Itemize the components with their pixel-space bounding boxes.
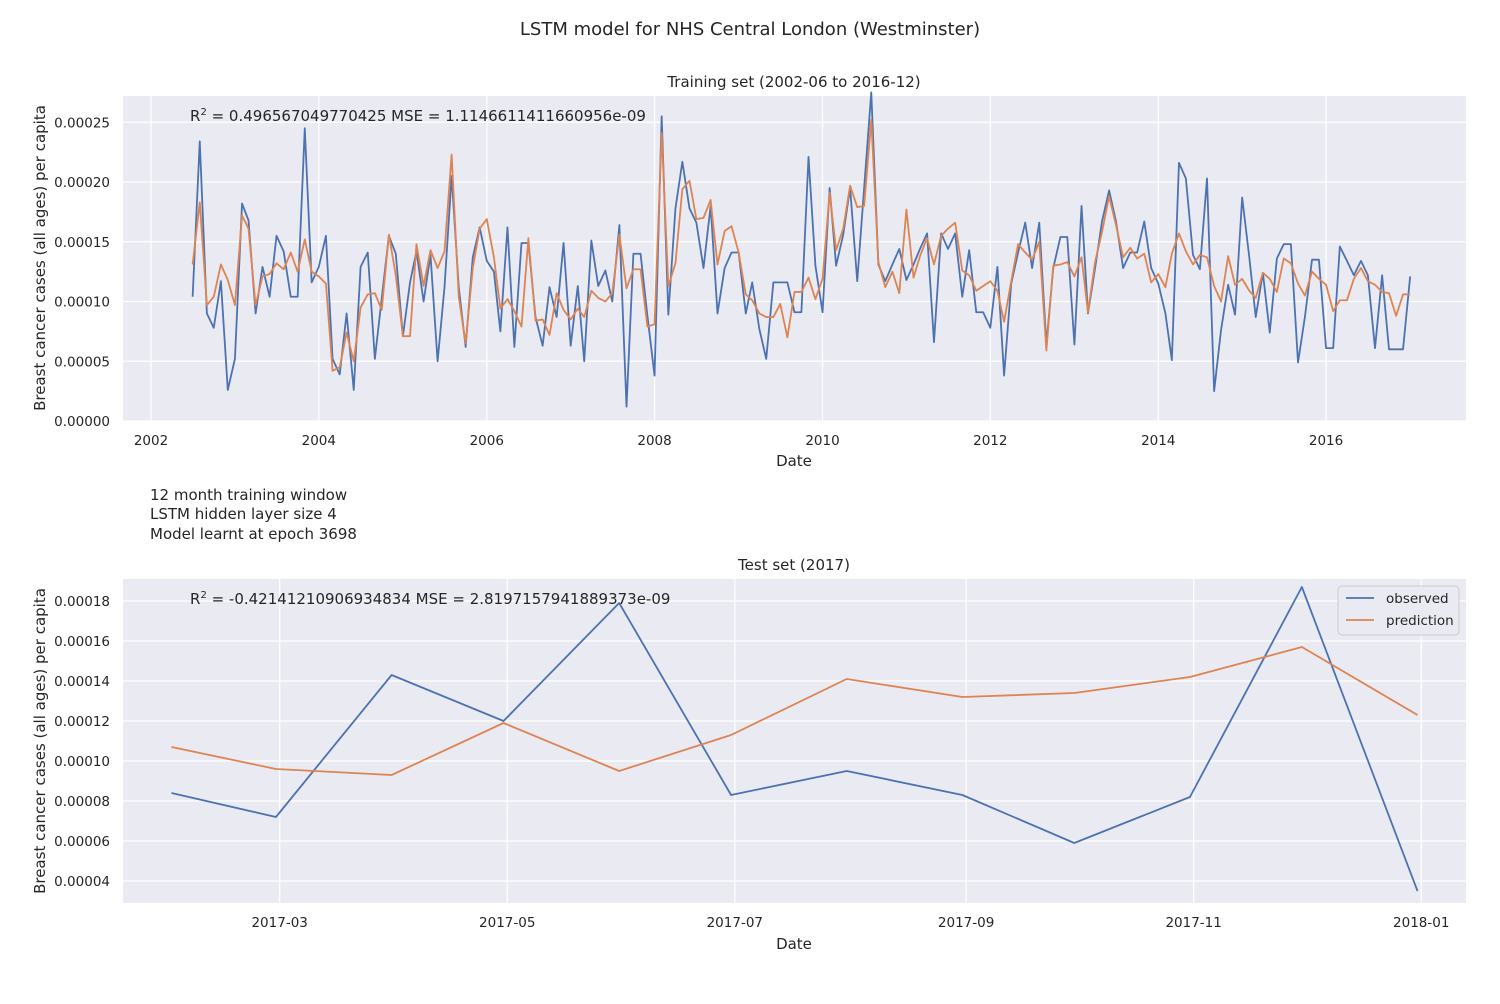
test-plot-area [123, 579, 1466, 903]
y-tick-label: 0.00005 [54, 354, 110, 370]
note-training-window: 12 month training window [150, 486, 347, 504]
y-tick-label: 0.00010 [54, 295, 110, 311]
note-hidden-layer: LSTM hidden layer size 4 [150, 505, 337, 523]
y-tick-label: 0.00014 [54, 674, 110, 690]
x-tick-label: 2006 [470, 433, 504, 449]
x-tick-label: 2002 [134, 433, 168, 449]
observed-series-line [191, 91, 1412, 408]
y-tick-label: 0.00016 [54, 634, 110, 650]
test-r2-superscript: 2 [200, 590, 206, 601]
test-gridlines [123, 579, 1466, 903]
observed-series-line [171, 586, 1419, 892]
training-gridlines [123, 96, 1466, 422]
x-tick-label: 2017-09 [938, 915, 994, 931]
x-tick-label: 2017-11 [1165, 915, 1221, 931]
y-tick-label: 0.00010 [54, 754, 110, 770]
prediction-series-line [171, 646, 1418, 776]
training-panel: Training set (2002-06 to 2016-12) 2002 20… [31, 73, 1466, 470]
y-tick-label: 0.00012 [54, 714, 110, 730]
test-x-axis-label: Date [776, 935, 812, 953]
test-x-ticks: 2017-03 2017-05 2017-07 2017-09 2017-11 2018-… [251, 915, 1449, 931]
y-tick-label: 0.00000 [54, 414, 110, 430]
note-epoch: Model learnt at epoch 3698 [150, 525, 357, 543]
training-r2-superscript: 2 [200, 107, 206, 118]
prediction-series-line [191, 119, 1411, 372]
x-tick-label: 2017-07 [707, 915, 763, 931]
y-tick-label: 0.00004 [54, 874, 110, 890]
legend-label-prediction: prediction [1386, 613, 1454, 629]
training-x-axis-label: Date [776, 452, 812, 470]
x-tick-label: 2018-01 [1393, 915, 1449, 931]
test-y-ticks: 0.00004 0.00006 0.00008 0.00010 0.00012 0.000… [54, 594, 110, 890]
test-panel-title: Test set (2017) [737, 556, 850, 574]
legend: observed prediction [1337, 585, 1460, 636]
training-y-ticks: 0.00000 0.00005 0.00010 0.00015 0.00020 0.000… [54, 115, 110, 430]
training-stats: R2 = 0.496567049770425 MSE = 1.114661141… [190, 107, 646, 125]
training-plot-area [123, 96, 1466, 421]
test-panel: Test set (2017) 2017-03 2017-05 2017-07 201… [31, 556, 1466, 953]
x-tick-label: 2014 [1141, 433, 1175, 449]
training-series [191, 91, 1412, 408]
training-x-ticks: 2002 2004 2006 2008 2010 2012 2014 2016 [134, 433, 1343, 449]
x-tick-label: 2008 [637, 433, 671, 449]
legend-label-observed: observed [1386, 591, 1449, 607]
y-tick-label: 0.00025 [54, 115, 110, 131]
x-tick-label: 2017-03 [251, 915, 307, 931]
training-stats-text: = 0.496567049770425 MSE = 1.114661141166… [207, 107, 646, 125]
y-tick-label: 0.00008 [54, 794, 110, 810]
training-panel-title: Training set (2002-06 to 2016-12) [666, 73, 920, 91]
figure-title: LSTM model for NHS Central London (Westm… [520, 19, 980, 40]
x-tick-label: 2012 [973, 433, 1007, 449]
x-tick-label: 2016 [1309, 433, 1343, 449]
test-stats-text: = -0.42141210906934834 MSE = 2.819715794… [207, 590, 671, 608]
test-series [171, 586, 1419, 892]
x-tick-label: 2017-05 [479, 915, 535, 931]
test-stats: R2 = -0.42141210906934834 MSE = 2.819715… [190, 590, 670, 608]
training-y-axis-label: Breast cancer cases (all ages) per capit… [31, 105, 49, 411]
model-notes: 12 month training window LSTM hidden lay… [150, 486, 357, 543]
y-tick-label: 0.00020 [54, 175, 110, 191]
x-tick-label: 2004 [302, 433, 336, 449]
y-tick-label: 0.00015 [54, 235, 110, 251]
test-y-axis-label: Breast cancer cases (all ages) per capit… [31, 588, 49, 894]
y-tick-label: 0.00006 [54, 834, 110, 850]
x-tick-label: 2010 [805, 433, 839, 449]
y-tick-label: 0.00018 [54, 594, 110, 610]
